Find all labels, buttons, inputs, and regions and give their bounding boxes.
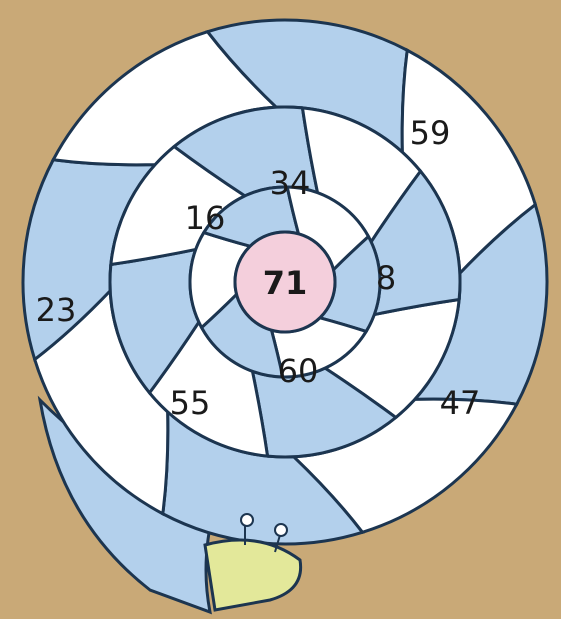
center-label: 71: [263, 264, 308, 302]
shell: [23, 20, 547, 612]
cell-label: 55: [170, 384, 211, 422]
eye: [275, 524, 287, 536]
page: {"center": {"label": "71"}, "cells": [{"…: [0, 0, 561, 619]
cell-label: 47: [440, 384, 481, 422]
cell-label: 59: [410, 114, 451, 152]
cell-label: 8: [376, 259, 396, 297]
eye: [241, 514, 253, 526]
head: [205, 540, 301, 610]
snail-picture: 59 34 16 8 23 60 55 47 71: [0, 0, 561, 619]
cell-label: 34: [270, 164, 311, 202]
cell-label: 16: [185, 199, 226, 237]
cell-label: 60: [278, 352, 319, 390]
cell-label: 23: [36, 291, 77, 329]
